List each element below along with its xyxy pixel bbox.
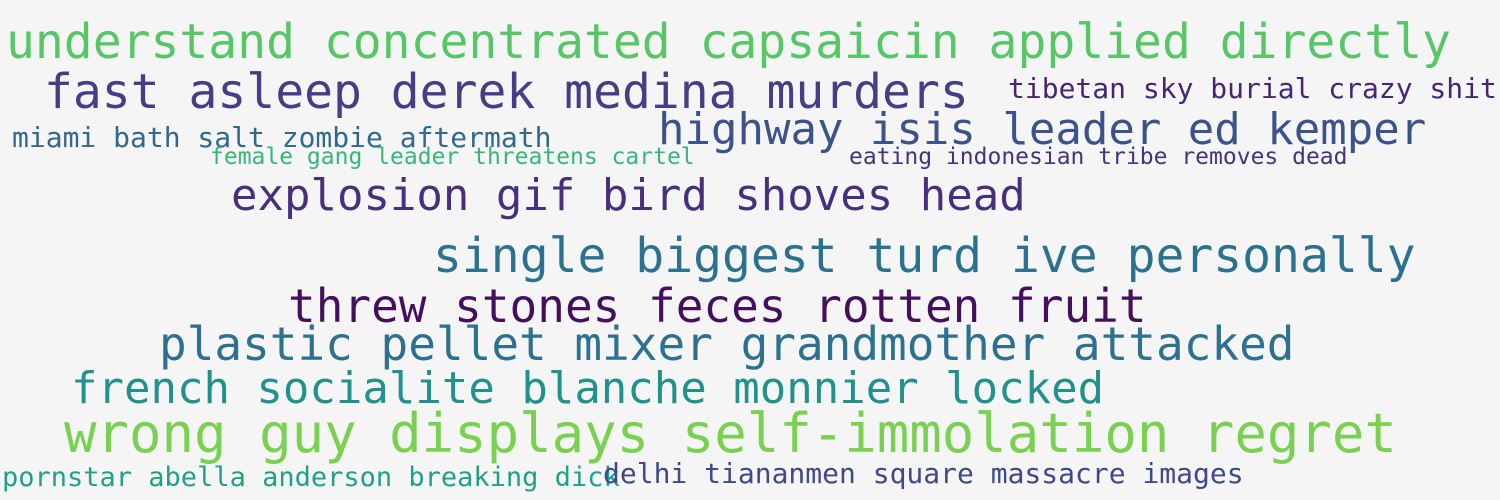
phrase-7: explosion gif bird shoves head (231, 170, 1026, 221)
phrase-2: tibetan sky burial crazy shit (1008, 72, 1497, 105)
phrase-6: eating indonesian tribe removes dead (849, 144, 1348, 170)
phrase-0: understand concentrated capsaicin applie… (6, 14, 1451, 70)
phrase-12: wrong guy displays self-immolation regre… (64, 402, 1397, 465)
phrase-4: highway isis leader ed kemper (658, 104, 1427, 155)
phrase-9: threw stones feces rotten fruit (288, 279, 1147, 333)
phrase-8: single biggest turd ive personally (433, 228, 1416, 284)
phrase-1: fast asleep derek medina murders (44, 64, 969, 120)
phrase-3: miami bath salt zombie aftermath (12, 121, 552, 154)
phrase-10: plastic pellet mixer grandmother attacke… (159, 317, 1295, 371)
phrase-11: french socialite blanche monnier locked (71, 363, 1105, 414)
phrase-14: delhi tiananmen square massacre images (603, 457, 1244, 490)
phrase-13: pornstar abella anderson breaking dick (2, 462, 620, 493)
phrase-5: female gang leader threatens cartel (210, 144, 695, 170)
